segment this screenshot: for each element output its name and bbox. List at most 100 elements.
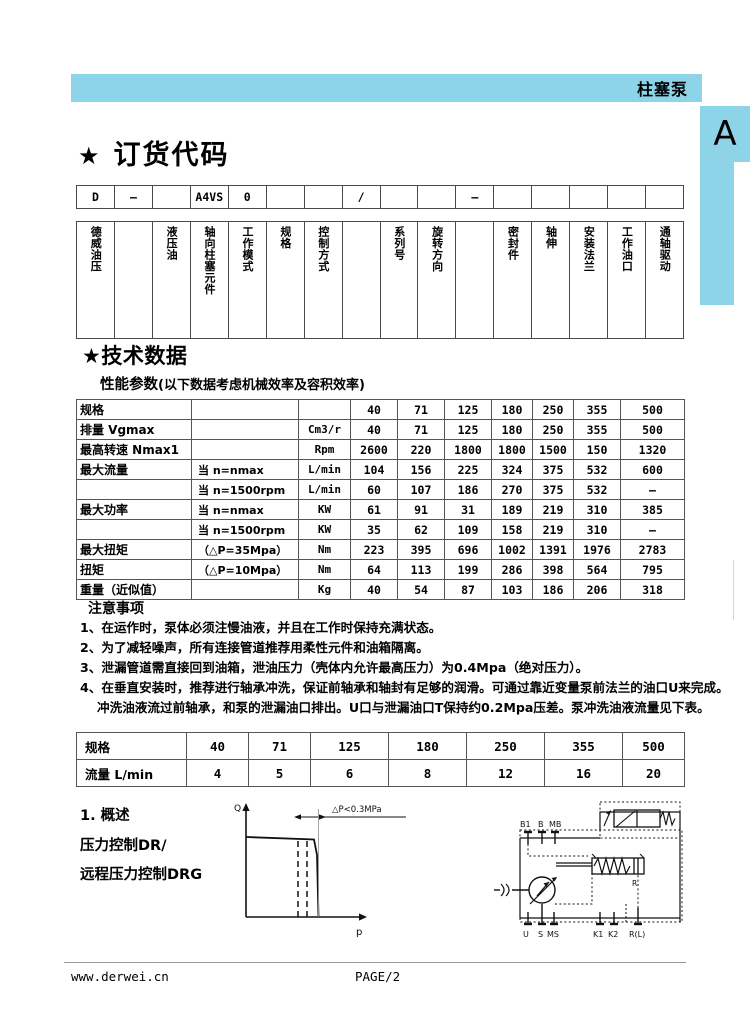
data-cell: 398 <box>532 559 574 580</box>
data-cell: 600 <box>620 459 685 480</box>
section-tab-strip <box>700 160 734 305</box>
table-row: 扭矩 （△P=10Mpa） Nm 64 113 199 286 398 564 … <box>76 559 685 580</box>
data-cell: 355 <box>544 732 623 760</box>
data-cell: 62 <box>397 519 445 540</box>
data-cell: 395 <box>397 539 445 560</box>
note-item: 4、在垂直安装时，推荐进行轴承冲洗，保证前轴承和轴封有足够的润滑。可通过靠近变量… <box>80 679 729 695</box>
table-row: 规格 40 71 125 180 250 355 500 <box>76 399 685 420</box>
code-label-cell: 安装法兰 <box>569 221 609 339</box>
note-item: 2、为了减轻噪声，所有连接管道推荐用柔性元件和油箱隔离。 <box>80 639 429 655</box>
row-unit: Nm <box>298 539 351 560</box>
valve-mark-label: R <box>632 879 637 888</box>
data-cell: 125 <box>444 399 492 420</box>
code-label-cell: 控制方式 <box>303 221 343 339</box>
code-cell: 0 <box>227 185 267 209</box>
pressure-control-valve-symbol <box>603 809 676 828</box>
data-cell: 2600 <box>350 439 398 460</box>
code-cell: A4VS <box>189 185 229 209</box>
row-unit: Rpm <box>298 439 351 460</box>
data-cell: 189 <box>491 499 533 520</box>
footer-url: www.derwei.cn <box>71 969 169 984</box>
row-condition: （△P=10Mpa） <box>191 559 299 580</box>
order-code-heading: ★ 订货代码 <box>78 133 230 172</box>
data-cell: 500 <box>620 399 685 420</box>
row-label: 重量（近似值） <box>76 579 192 600</box>
notes-title: 注意事项 <box>88 601 144 617</box>
code-cell: / <box>341 185 381 209</box>
page-header-bar: 柱塞泵 <box>71 74 702 102</box>
data-cell: 5 <box>248 759 311 787</box>
row-label <box>76 519 192 540</box>
code-cell <box>265 185 305 209</box>
row-unit <box>298 399 351 420</box>
data-cell: 1800 <box>444 439 492 460</box>
data-cell: 158 <box>491 519 533 540</box>
data-cell: — <box>620 479 685 500</box>
code-label-cell: 轴向柱塞元件 <box>189 221 229 339</box>
port-label-u: U <box>523 930 529 939</box>
row-label: 规格 <box>76 399 192 420</box>
code-label-cell <box>341 221 381 339</box>
data-cell: 109 <box>444 519 492 540</box>
row-unit: Cm3/r <box>298 419 351 440</box>
row-condition: 当 n=1500rpm <box>191 479 299 500</box>
table-row: 德威油压 液压油 轴向柱塞元件 工作模式 规格 控制方式 系列号 旋转方向 密封… <box>76 221 684 339</box>
data-cell: 532 <box>573 459 621 480</box>
row-label: 最大扭矩 <box>76 539 192 560</box>
code-cell <box>607 185 647 209</box>
data-cell: 223 <box>350 539 398 560</box>
data-cell: 71 <box>248 732 311 760</box>
table-row: 排量 Vgmax Cm3/r 40 71 125 180 250 355 500 <box>76 419 685 440</box>
row-condition: （△P=35Mpa） <box>191 539 299 560</box>
data-cell: 104 <box>350 459 398 480</box>
table-row: 流量 L/min 4 5 6 8 12 16 20 <box>76 759 685 787</box>
row-label: 扭矩 <box>76 559 192 580</box>
performance-subheading-note: (以下数据考虑机械效率及容积效率) <box>158 378 365 393</box>
data-cell: 199 <box>444 559 492 580</box>
data-cell: 8 <box>388 759 467 787</box>
code-label-cell: 规格 <box>265 221 305 339</box>
section-tab-letter: A <box>700 106 750 162</box>
data-cell: 150 <box>573 439 621 460</box>
performance-subheading: 性能参数(以下数据考虑机械效率及容积效率) <box>100 373 365 394</box>
row-unit: Kg <box>298 579 351 600</box>
data-cell: 318 <box>620 579 685 600</box>
flush-flow-table: 规格 40 71 125 180 250 355 500 流量 L/min 4 … <box>76 732 685 787</box>
row-label: 最大功率 <box>76 499 192 520</box>
data-cell: 250 <box>532 419 574 440</box>
table-row: 重量（近似值） Kg 40 54 87 103 186 206 318 <box>76 579 685 600</box>
data-cell: 219 <box>532 519 574 540</box>
data-cell: 385 <box>620 499 685 520</box>
table-row: 最大流量 当 n=nmax L/min 104 156 225 324 375 … <box>76 459 685 480</box>
overview-line-3: 远程压力控制DRG <box>80 867 203 884</box>
code-label-cell: 通轴驱动 <box>645 221 684 339</box>
row-condition: 当 n=nmax <box>191 499 299 520</box>
data-cell: 71 <box>397 399 445 420</box>
performance-data-table: 规格 40 71 125 180 250 355 500 排量 Vgmax Cm… <box>76 399 685 600</box>
data-cell: 532 <box>573 479 621 500</box>
data-cell: 4 <box>186 759 249 787</box>
note-item: 1、在运作时，泵体必须注慢油液，并且在工作时保持充满状态。 <box>80 620 442 635</box>
order-code-label-table: 德威油压 液压油 轴向柱塞元件 工作模式 规格 控制方式 系列号 旋转方向 密封… <box>76 221 684 339</box>
code-cell <box>417 185 457 209</box>
data-cell: 696 <box>444 539 492 560</box>
code-label-cell: 工作油口 <box>607 221 647 339</box>
code-label-cell: 系列号 <box>379 221 419 339</box>
port-label-rl: R(L) <box>629 930 645 939</box>
data-cell: 113 <box>397 559 445 580</box>
code-cell <box>151 185 191 209</box>
code-cell <box>569 185 609 209</box>
data-cell: 206 <box>573 579 621 600</box>
port-label-k1: K1 <box>593 930 603 939</box>
data-cell: 2783 <box>620 539 685 560</box>
data-cell: 40 <box>350 399 398 420</box>
data-cell: 186 <box>444 479 492 500</box>
data-cell: 125 <box>310 732 389 760</box>
data-cell: 125 <box>444 419 492 440</box>
data-cell: 310 <box>573 499 621 520</box>
port-label-k2: K2 <box>608 930 618 939</box>
flow-row-label: 规格 <box>76 732 187 760</box>
footer-divider <box>64 962 686 963</box>
data-cell: 12 <box>466 759 545 787</box>
row-unit: KW <box>298 499 351 520</box>
